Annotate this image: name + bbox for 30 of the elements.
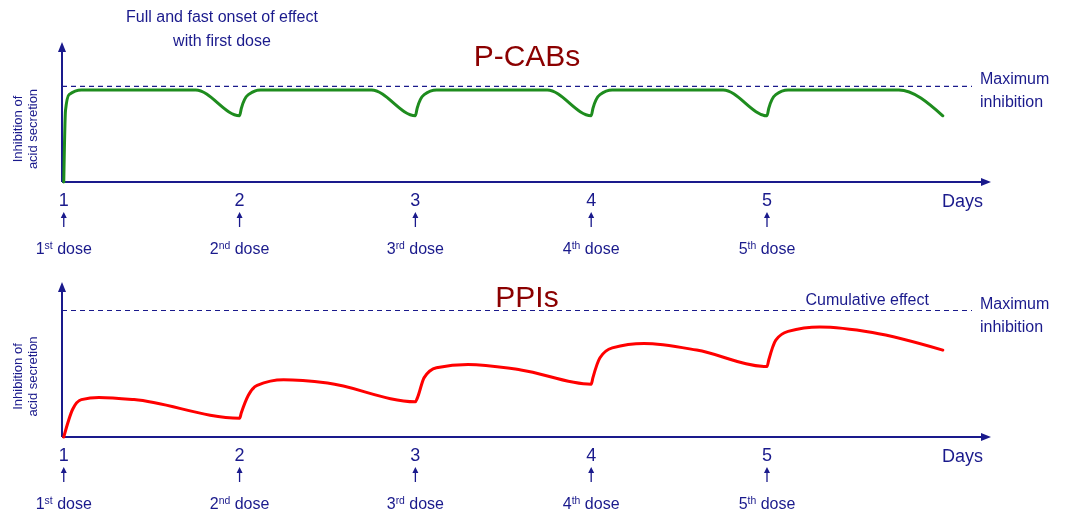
- x-tick-label: 1: [58, 445, 69, 465]
- text: 2$^{nd}$ dose: [209, 239, 270, 257]
- text: 2$^{nd}$ dose: [209, 494, 270, 509]
- ref-line-label: Maximum inhibition: [980, 294, 1050, 335]
- y-axis-title: Inhibition of acid secretion: [10, 336, 40, 417]
- x-tick-label: 2: [234, 445, 245, 465]
- text: Full and fast onset of effect with first dose: [126, 8, 319, 49]
- annotation: Cumulative effect: [805, 290, 930, 308]
- text: 4$^{th}$ dose: [562, 239, 620, 257]
- text: 1$^{st}$ dose: [35, 494, 92, 509]
- x-tick-label: 4: [586, 445, 597, 465]
- text: 3$^{rd}$ dose: [386, 494, 445, 509]
- x-tick-label: 5: [761, 445, 772, 465]
- chart-title: P-CABs: [473, 39, 581, 72]
- x-tick-label: 4: [586, 190, 597, 210]
- x-axis-title: Days: [941, 191, 983, 211]
- text: 1$^{st}$ dose: [35, 239, 92, 257]
- y-axis-title: Inhibition of acid secretion: [10, 88, 40, 170]
- x-axis-title: Days: [941, 446, 983, 466]
- x-tick-label: 3: [410, 190, 421, 210]
- text: 4$^{th}$ dose: [562, 494, 620, 509]
- chart-title: PPIs: [495, 280, 559, 313]
- text: 5$^{th}$ dose: [738, 239, 796, 257]
- x-tick-label: 2: [234, 190, 245, 210]
- ref-line-label: Maximum inhibition: [980, 70, 1050, 111]
- x-tick-label: 1: [58, 190, 69, 210]
- x-tick-label: 3: [410, 445, 421, 465]
- x-tick-label: 5: [761, 190, 772, 210]
- text: 5$^{th}$ dose: [738, 494, 796, 509]
- text: 3$^{rd}$ dose: [386, 239, 445, 257]
